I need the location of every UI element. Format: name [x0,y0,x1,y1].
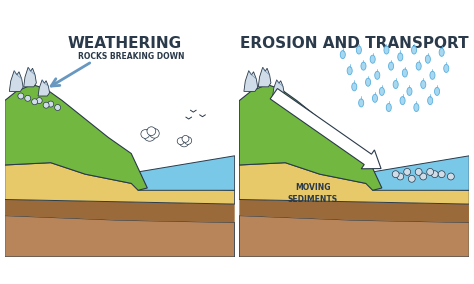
Ellipse shape [414,103,419,112]
Ellipse shape [407,87,412,95]
Polygon shape [239,216,469,257]
Polygon shape [5,199,235,222]
Circle shape [184,137,191,145]
Ellipse shape [411,46,417,54]
Polygon shape [239,163,469,204]
Circle shape [447,173,454,180]
Ellipse shape [421,80,426,89]
Ellipse shape [384,46,389,54]
Polygon shape [373,156,469,190]
Ellipse shape [370,55,375,63]
Polygon shape [5,216,235,257]
Ellipse shape [356,46,361,54]
Polygon shape [5,85,147,190]
Circle shape [147,127,156,135]
Circle shape [43,102,49,108]
Polygon shape [5,163,235,204]
Ellipse shape [375,71,380,79]
Circle shape [431,171,438,178]
Ellipse shape [389,62,393,70]
Polygon shape [239,85,382,190]
Circle shape [438,171,445,178]
Ellipse shape [430,71,435,79]
Ellipse shape [373,94,377,102]
Ellipse shape [428,97,433,105]
Circle shape [150,129,159,138]
Polygon shape [24,67,36,87]
Polygon shape [273,80,284,96]
Circle shape [55,105,61,110]
Ellipse shape [393,80,398,89]
Ellipse shape [359,99,364,107]
Circle shape [18,93,24,99]
Circle shape [25,95,31,101]
Ellipse shape [361,62,366,70]
Text: EROSION AND TRANSPORT: EROSION AND TRANSPORT [240,36,469,51]
Text: WEATHERING: WEATHERING [67,36,182,51]
Circle shape [415,168,422,175]
Polygon shape [38,80,50,96]
Polygon shape [239,199,469,222]
Polygon shape [9,71,23,91]
Circle shape [397,173,404,180]
Circle shape [48,101,54,107]
Text: SEDIMENTS: SEDIMENTS [288,195,338,204]
Circle shape [420,173,427,180]
Circle shape [404,168,410,175]
Polygon shape [258,67,271,87]
Ellipse shape [386,103,392,112]
Circle shape [179,137,189,147]
Polygon shape [138,156,235,190]
Polygon shape [244,71,258,91]
Ellipse shape [347,67,352,75]
Ellipse shape [365,78,371,86]
Circle shape [408,175,415,182]
Circle shape [392,171,399,178]
Ellipse shape [439,48,444,56]
Circle shape [141,130,150,138]
Text: ROCKS BREAKING DOWN: ROCKS BREAKING DOWN [78,53,184,61]
Ellipse shape [435,87,439,95]
Ellipse shape [398,53,403,61]
Circle shape [182,135,189,142]
Ellipse shape [416,62,421,70]
Circle shape [144,129,156,141]
Ellipse shape [444,64,449,72]
Text: MOVING: MOVING [295,183,331,193]
Circle shape [36,98,42,104]
Circle shape [32,99,37,105]
Ellipse shape [379,87,384,95]
Ellipse shape [352,83,357,91]
Ellipse shape [425,55,430,63]
Circle shape [177,138,184,145]
Ellipse shape [400,97,405,105]
Ellipse shape [402,69,407,77]
Ellipse shape [340,51,346,59]
FancyArrow shape [270,89,381,169]
Circle shape [427,168,434,175]
